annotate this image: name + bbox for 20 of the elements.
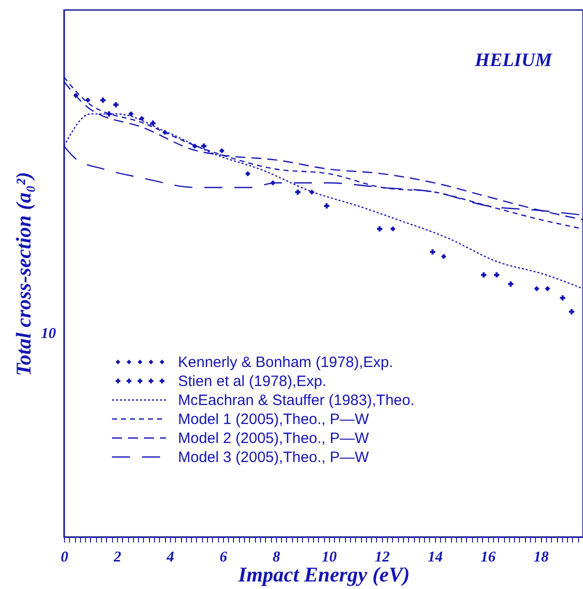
x-tick-label: 10 [322,550,338,566]
x-tick-label: 16 [480,550,496,566]
legend-label: Stien et al (1978),Exp. [178,373,326,390]
x-tick-label: 0 [60,550,69,566]
x-tick-label: 8 [272,550,281,566]
y-axis-title: Total cross-section (a₀²) [12,172,36,376]
legend-label: Kennerly & Bonham (1978),Exp. [178,354,394,371]
x-axis-title: Impact Energy (eV) [237,562,410,586]
x-tick-label: 2 [112,550,122,566]
x-tick-label: 14 [428,550,444,566]
text: HELIUM [474,50,554,71]
x-tick-label: 6 [220,550,228,566]
legend-label: Model 3 (2005),Theo., P—W [178,449,370,466]
legend-label: McEachran & Stauffer (1983),Theo. [178,392,415,409]
text: 10 [41,326,56,342]
legend-label: Model 2 (2005),Theo., P—W [178,430,370,447]
x-tick-label: 18 [534,550,550,566]
legend-label: Model 1 (2005),Theo., P—W [178,411,370,428]
x-tick-label: 12 [374,550,390,566]
x-tick-label: 4 [166,550,175,566]
